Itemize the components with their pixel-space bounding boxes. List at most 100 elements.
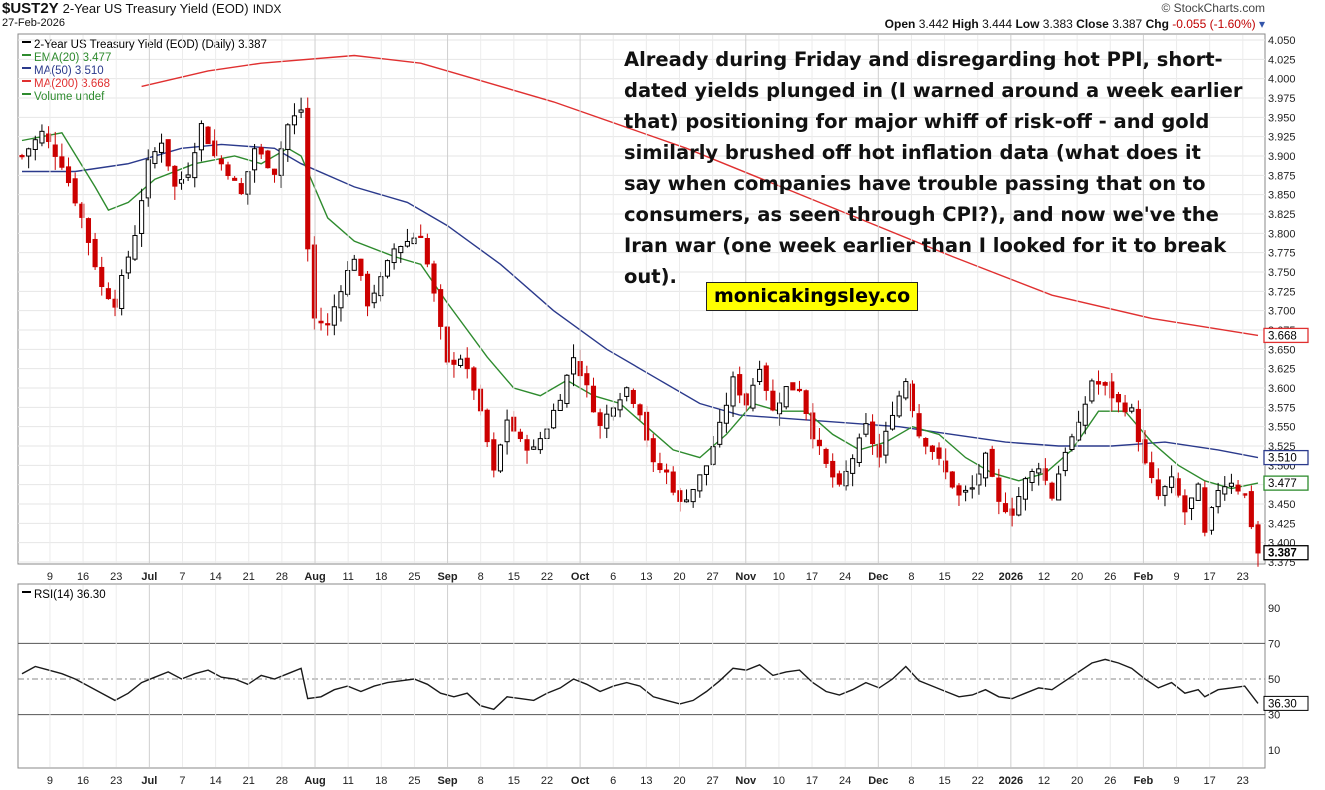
candle [1222, 476, 1228, 501]
candle [1115, 391, 1122, 413]
candle [889, 401, 896, 431]
candle [165, 139, 171, 171]
candle [218, 155, 224, 171]
candle [1036, 462, 1042, 486]
x-tick-label: 17 [1204, 571, 1216, 583]
x-tick-label: Jul [141, 571, 157, 583]
high-value: 3.444 [982, 17, 1013, 31]
candle [311, 236, 317, 330]
candle [291, 103, 298, 135]
candle [424, 233, 430, 268]
price-y-tick: 3.850 [1268, 190, 1296, 202]
x-tick-label: 15 [508, 571, 520, 583]
candle [1095, 370, 1102, 395]
x-tick-label: 8 [908, 775, 914, 787]
candle [624, 386, 630, 402]
x-tick-label: 17 [1204, 775, 1216, 787]
price-y-tick: 3.950 [1268, 112, 1296, 124]
candle [1089, 378, 1095, 404]
candle [265, 149, 271, 169]
x-tick-label: 13 [640, 775, 652, 787]
price-y-tick: 3.975 [1268, 93, 1296, 105]
x-tick-label: 20 [1071, 775, 1083, 787]
candle [703, 465, 710, 486]
candle [564, 374, 570, 408]
candle [458, 354, 464, 368]
price-y-tick: 4.000 [1268, 74, 1296, 86]
x-tick-label: 22 [541, 775, 553, 787]
x-tick-label: 21 [243, 775, 255, 787]
candle [205, 126, 211, 145]
candle [1022, 476, 1028, 511]
candle [1248, 485, 1254, 530]
candle [39, 124, 45, 147]
price-y-tick: 3.625 [1268, 364, 1296, 376]
x-tick-label: Dec [868, 775, 888, 787]
candle [1042, 458, 1048, 486]
x-tick-label: Nov [735, 571, 757, 583]
candle [1182, 489, 1188, 525]
candle [531, 439, 537, 451]
candle [1049, 481, 1055, 501]
candle [1062, 447, 1068, 477]
svg-text:3.668: 3.668 [1268, 330, 1297, 342]
candle [730, 371, 736, 417]
last-value-badge-close: 3.387 [1263, 545, 1309, 561]
x-tick-label: 20 [673, 571, 685, 583]
price-y-tick: 3.425 [1268, 518, 1296, 530]
ma200-line [141, 54, 1259, 337]
candle [1149, 451, 1155, 484]
candle [1082, 396, 1088, 435]
x-tick-label: Oct [571, 571, 590, 583]
candle [776, 392, 783, 426]
candle [537, 431, 543, 454]
legend-swatch [22, 591, 31, 593]
x-tick-label: 15 [508, 775, 520, 787]
candle [19, 153, 25, 160]
svg-text:3.387: 3.387 [1268, 548, 1297, 560]
x-tick-label: 17 [806, 775, 818, 787]
candle [1029, 468, 1035, 492]
candle [664, 463, 670, 485]
candle [737, 366, 743, 404]
candle [345, 261, 351, 297]
x-tick-label: 8 [908, 571, 914, 583]
candle [1155, 468, 1161, 500]
candle [471, 366, 477, 400]
x-tick-label: 8 [478, 571, 484, 583]
candle [384, 259, 391, 279]
x-tick-label: 22 [972, 775, 984, 787]
chevron-down-icon[interactable]: ▾ [1258, 17, 1265, 31]
candle [723, 392, 729, 433]
candle [830, 453, 836, 488]
candle [1129, 403, 1135, 414]
price-y-tick: 4.025 [1268, 54, 1296, 66]
candle [152, 147, 158, 169]
candle [1188, 497, 1195, 521]
x-tick-label: 23 [1237, 571, 1249, 583]
low-label: Low [1015, 17, 1040, 31]
x-tick-label: 24 [839, 775, 851, 787]
candle [517, 428, 523, 442]
candle [524, 434, 530, 464]
candle [690, 488, 696, 508]
candle [1235, 479, 1241, 495]
candle [604, 404, 610, 439]
candle [351, 254, 357, 271]
candle [757, 360, 763, 385]
candle [52, 131, 58, 170]
candle [1195, 482, 1201, 501]
price-y-tick: 3.750 [1268, 267, 1296, 279]
candle [876, 433, 882, 468]
candle [1016, 487, 1022, 517]
candle [783, 386, 789, 410]
rsi-y-tick: 50 [1268, 674, 1280, 686]
candle [32, 135, 38, 161]
x-tick-label: 8 [478, 775, 484, 787]
candle [683, 489, 690, 503]
x-axis-top: 9 16 23 Jul 7 14 21 28 Aug 11 18 25 Sep 8 15 22 Oct 6 13 20… [47, 35, 1249, 583]
x-tick-label: 6 [610, 775, 616, 787]
candle [1162, 485, 1168, 507]
x-tick-label: 9 [47, 571, 53, 583]
x-tick-label: 24 [839, 571, 851, 583]
